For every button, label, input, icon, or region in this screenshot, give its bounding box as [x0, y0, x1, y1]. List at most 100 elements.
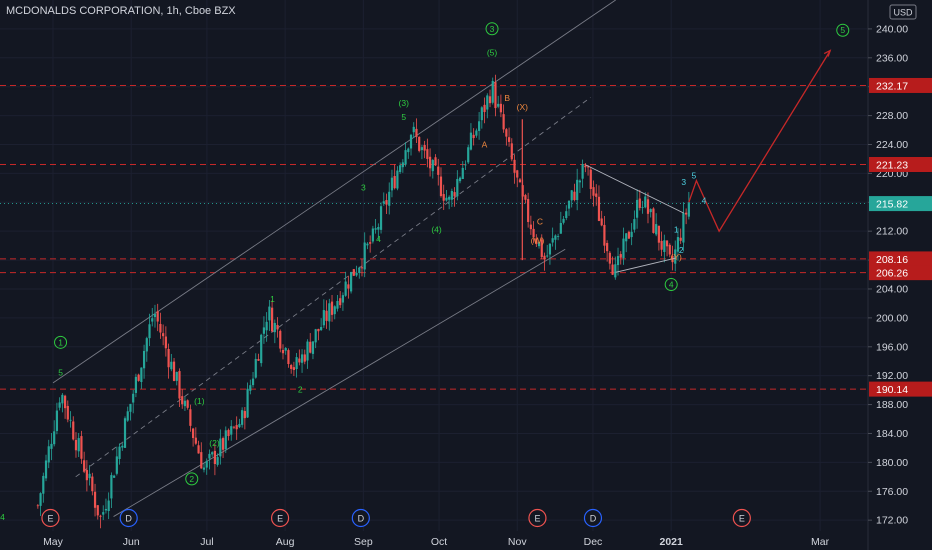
candle-body	[352, 269, 355, 276]
earnings-event-icon[interactable]	[270, 508, 290, 528]
candle-body	[448, 196, 451, 200]
candle-body	[330, 301, 334, 315]
candle-body	[431, 160, 434, 172]
candle-body	[194, 437, 197, 444]
candle-body	[281, 349, 285, 354]
candle-body	[589, 169, 592, 189]
wave-label: 1	[270, 294, 275, 304]
candle-body	[600, 218, 603, 226]
channel-mid	[75, 97, 591, 478]
wave-label: A	[482, 139, 488, 149]
dividend-event-icon[interactable]	[583, 508, 603, 528]
candle-body	[273, 322, 276, 333]
candle-body	[306, 341, 309, 361]
candle-body	[254, 358, 257, 378]
candle-body	[142, 350, 146, 369]
candle-body	[129, 403, 132, 412]
candle-body	[442, 194, 445, 201]
wave-label: 5	[401, 112, 406, 122]
candle-body	[527, 199, 530, 222]
candle-body	[216, 457, 219, 465]
wave-label: (5)	[487, 48, 498, 58]
candle-body	[202, 467, 206, 470]
candle-body	[246, 388, 249, 418]
y-tick-label: 228.00	[876, 110, 908, 122]
candle-body	[325, 310, 328, 321]
candle-body	[121, 445, 124, 448]
candle-body	[279, 330, 282, 349]
candle-body	[107, 500, 110, 511]
candle-body	[126, 411, 129, 421]
level-price-label: 215.82	[876, 199, 908, 211]
earnings-event-icon[interactable]	[732, 508, 751, 528]
level-price-tag	[869, 381, 932, 397]
currency-button[interactable]: USD	[889, 4, 917, 20]
candle-body	[303, 354, 306, 362]
candle-body	[197, 445, 200, 454]
y-tick-label: 172.00	[876, 515, 908, 527]
candle-body	[164, 336, 167, 349]
candle-body	[488, 96, 492, 104]
wave-label: 2	[298, 384, 303, 394]
candle-body	[537, 242, 541, 247]
candle-body	[627, 231, 631, 239]
candle-body	[437, 166, 440, 175]
candle-body	[88, 473, 91, 479]
candle-body	[167, 348, 170, 368]
candle-body	[401, 162, 404, 168]
candle-body	[243, 411, 246, 419]
chart-title: MCDONALDS CORPORATION, 1h, Cboe BZX	[6, 5, 236, 17]
candle-body	[630, 231, 633, 238]
candle-body	[192, 428, 195, 438]
candle-body	[295, 357, 298, 370]
candle-body	[333, 306, 336, 315]
candle-body	[148, 324, 151, 339]
candle-body	[178, 371, 181, 399]
candle-body	[123, 418, 127, 448]
candle-body	[644, 196, 647, 208]
y-tick-label: 224.00	[876, 139, 908, 151]
candle-body	[532, 228, 535, 237]
candle-body	[241, 410, 244, 425]
candle-body	[415, 128, 418, 137]
event-label: E	[739, 514, 745, 524]
level-price-tag	[869, 157, 932, 173]
candle-body	[118, 446, 121, 459]
candle-body	[404, 150, 407, 165]
dividend-event-icon[interactable]	[119, 508, 138, 528]
candle-body	[557, 236, 560, 237]
earnings-event-icon[interactable]	[528, 508, 547, 528]
candle-body	[668, 244, 671, 255]
candle-body	[565, 211, 568, 218]
grid	[0, 0, 868, 531]
x-tick-label: Sep	[354, 536, 373, 548]
wave-label: B	[504, 93, 510, 103]
candle-body	[614, 264, 617, 278]
candle-body	[685, 212, 688, 215]
level-price-label: 208.16	[876, 254, 908, 266]
projection-line	[688, 50, 831, 233]
y-tick-label: 184.00	[876, 428, 908, 440]
candle-body	[270, 307, 274, 332]
earnings-event-icon[interactable]	[41, 508, 60, 528]
candle-body	[491, 80, 494, 103]
candle-body	[499, 103, 503, 113]
candle-body	[458, 177, 462, 182]
candle-body	[298, 358, 301, 363]
candle-body	[385, 200, 388, 205]
candle-body	[153, 314, 157, 318]
candle-body	[524, 195, 527, 200]
candle-body	[205, 461, 208, 468]
candle-body	[140, 367, 143, 383]
candle-body	[622, 238, 625, 259]
candle-body	[102, 512, 105, 515]
candle-body	[145, 338, 148, 352]
wave-label: (Y)	[671, 252, 683, 262]
candle-body	[77, 438, 80, 452]
candle-body	[260, 334, 263, 364]
dividend-event-icon[interactable]	[351, 508, 370, 528]
candle-body	[53, 431, 56, 445]
candle-body	[472, 134, 475, 139]
wave-label: (W)	[531, 235, 545, 245]
